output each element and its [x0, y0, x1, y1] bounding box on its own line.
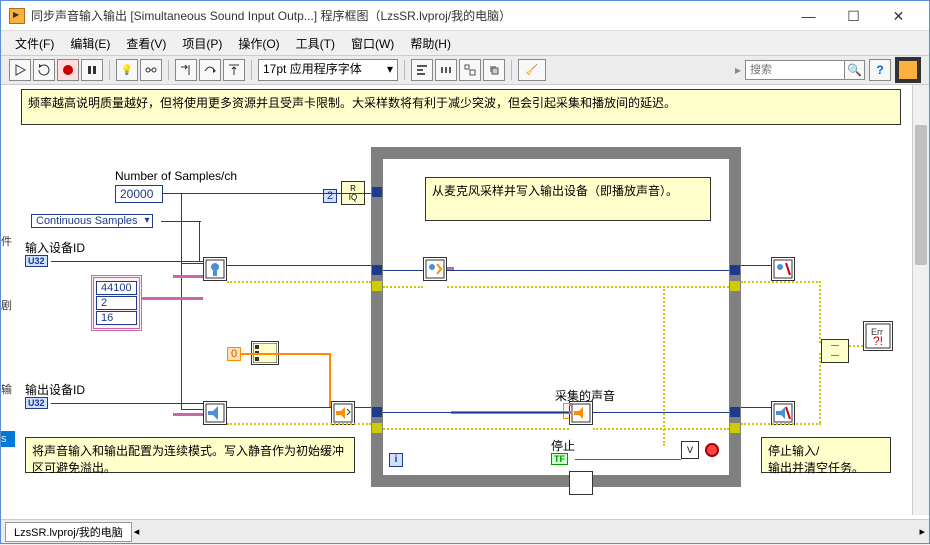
menu-file[interactable]: 文件(F)	[9, 33, 60, 54]
tunnel-out-err1	[730, 281, 740, 291]
sound-output-write-loop-vi[interactable]	[569, 401, 593, 425]
note-read: 从麦克风采样并写入输出设备（即播放声音）。	[425, 177, 711, 221]
sound-output-write-initial-vi[interactable]	[331, 401, 355, 425]
control-samples[interactable]: 20000	[115, 185, 163, 203]
highlight-button[interactable]: 💡	[116, 59, 138, 81]
vi-icon[interactable]	[895, 57, 921, 83]
sound-input-clear-vi[interactable]	[771, 257, 795, 281]
maximize-button[interactable]: ☐	[831, 2, 876, 30]
run-continuous-button[interactable]	[33, 59, 55, 81]
menu-window[interactable]: 窗口(W)	[345, 33, 400, 54]
window-title: 同步声音输入输出 [Simultaneous Sound Input Outp.…	[31, 7, 786, 24]
menu-edit[interactable]: 编辑(E)	[64, 33, 116, 54]
label-samples: Number of Samples/ch	[115, 169, 237, 183]
loop-title: 同步声音读取和写入	[391, 159, 490, 175]
label-output-device: 输出设备ID	[25, 381, 85, 398]
search-icon[interactable]: 🔍	[845, 60, 865, 80]
block-diagram[interactable]: 件 剧 输 S 频率越高说明质量越好，但将使用更多资源并且受声卡限制。大采样数将…	[1, 85, 929, 515]
loop-stop-condition[interactable]	[705, 443, 719, 457]
menu-view[interactable]: 查看(V)	[120, 33, 172, 54]
tunnel-in-err1	[372, 281, 382, 291]
main-window: 同步声音输入输出 [Simultaneous Sound Input Outp.…	[0, 0, 930, 544]
tunnel-in-spk	[372, 407, 382, 417]
toolbar: 💡 17pt 应用程序字体 🧹 ▸ 🔍 ?	[1, 55, 929, 85]
const-2[interactable]: 2	[323, 189, 337, 203]
simple-error-handler-vi[interactable]: Err?!	[863, 321, 893, 351]
label-input-device: 输入设备ID	[25, 239, 85, 256]
sound-input-configure-vi[interactable]	[203, 257, 227, 281]
note-stop: 停止输入/ 输出并清空任务。	[761, 437, 891, 473]
scrollbar-thumb[interactable]	[915, 125, 927, 265]
step-out-button[interactable]	[223, 59, 245, 81]
enum-sample-mode[interactable]: Continuous Samples	[31, 214, 153, 228]
tunnel-in-top	[372, 187, 382, 197]
resize-button[interactable]	[459, 59, 481, 81]
sound-output-write-vi[interactable]	[569, 471, 593, 495]
while-loop[interactable]: 同步声音读取和写入 从麦克风采样并写入输出设备（即播放声音）。 采集的声音 ∿ …	[371, 147, 741, 487]
titlebar: 同步声音输入输出 [Simultaneous Sound Input Outp.…	[1, 1, 929, 31]
statusbar: LzsSR.lvproj/我的电脑 ◂ ▸	[1, 519, 929, 543]
sound-output-clear-vi[interactable]	[771, 401, 795, 425]
close-button[interactable]: ✕	[876, 2, 921, 30]
note-top: 频率越高说明质量越好，但将使用更多资源并且受声卡限制。大采样数将有利于减少突波，…	[21, 89, 901, 125]
tunnel-out-err2	[730, 423, 740, 433]
iteration-terminal: i	[389, 453, 403, 467]
terminal-output-device[interactable]: U32	[25, 397, 48, 409]
sample-rate-value: 44100	[96, 281, 137, 295]
menu-project[interactable]: 项目(P)	[176, 33, 228, 54]
label-stop: 停止	[551, 437, 575, 454]
align-button[interactable]	[411, 59, 433, 81]
menu-help[interactable]: 帮助(H)	[404, 33, 457, 54]
reorder-button[interactable]	[483, 59, 505, 81]
labview-icon	[9, 8, 25, 24]
left-edge: 件 剧 输 S	[1, 169, 15, 515]
menu-operate[interactable]: 操作(O)	[232, 33, 285, 54]
minimize-button[interactable]: —	[786, 2, 831, 30]
step-into-button[interactable]	[175, 59, 197, 81]
tunnel-in-err2	[372, 423, 382, 433]
channels-value: 2	[96, 296, 137, 310]
tunnel-out-mic	[730, 265, 740, 275]
retain-wire-button[interactable]	[140, 59, 162, 81]
const-0[interactable]: 0	[227, 347, 241, 361]
sound-format-cluster[interactable]: 44100 2 16	[91, 275, 142, 331]
status-path[interactable]: LzsSR.lvproj/我的电脑	[5, 522, 132, 542]
abort-button[interactable]	[57, 59, 79, 81]
menu-tools[interactable]: 工具(T)	[290, 33, 341, 54]
note-config: 将声音输入和输出配置为连续模式。写入静音作为初始缓冲区可避免溢出。	[25, 437, 355, 473]
vertical-scrollbar[interactable]	[912, 85, 929, 515]
bits-value: 16	[96, 311, 137, 325]
tunnel-out-spk	[730, 407, 740, 417]
step-over-button[interactable]	[199, 59, 221, 81]
sound-input-read-vi[interactable]	[423, 257, 447, 281]
menubar: 文件(F) 编辑(E) 查看(V) 项目(P) 操作(O) 工具(T) 窗口(W…	[1, 31, 929, 55]
sound-output-configure-vi[interactable]	[203, 401, 227, 425]
font-selector[interactable]: 17pt 应用程序字体	[258, 59, 398, 81]
or-node[interactable]: V	[681, 441, 699, 459]
cleanup-button[interactable]: 🧹	[518, 59, 546, 81]
run-button[interactable]	[9, 59, 31, 81]
distribute-button[interactable]	[435, 59, 457, 81]
tunnel-in-mic	[372, 265, 382, 275]
pause-button[interactable]	[81, 59, 103, 81]
stop-terminal[interactable]: TF	[551, 453, 568, 465]
svg-text:?!: ?!	[873, 334, 883, 348]
help-button[interactable]: ?	[869, 59, 891, 81]
merge-errors-vi[interactable]: ⎯⎯⎯⎯	[821, 339, 849, 363]
search-input[interactable]	[745, 60, 845, 80]
terminal-input-device[interactable]: U32	[25, 255, 48, 267]
